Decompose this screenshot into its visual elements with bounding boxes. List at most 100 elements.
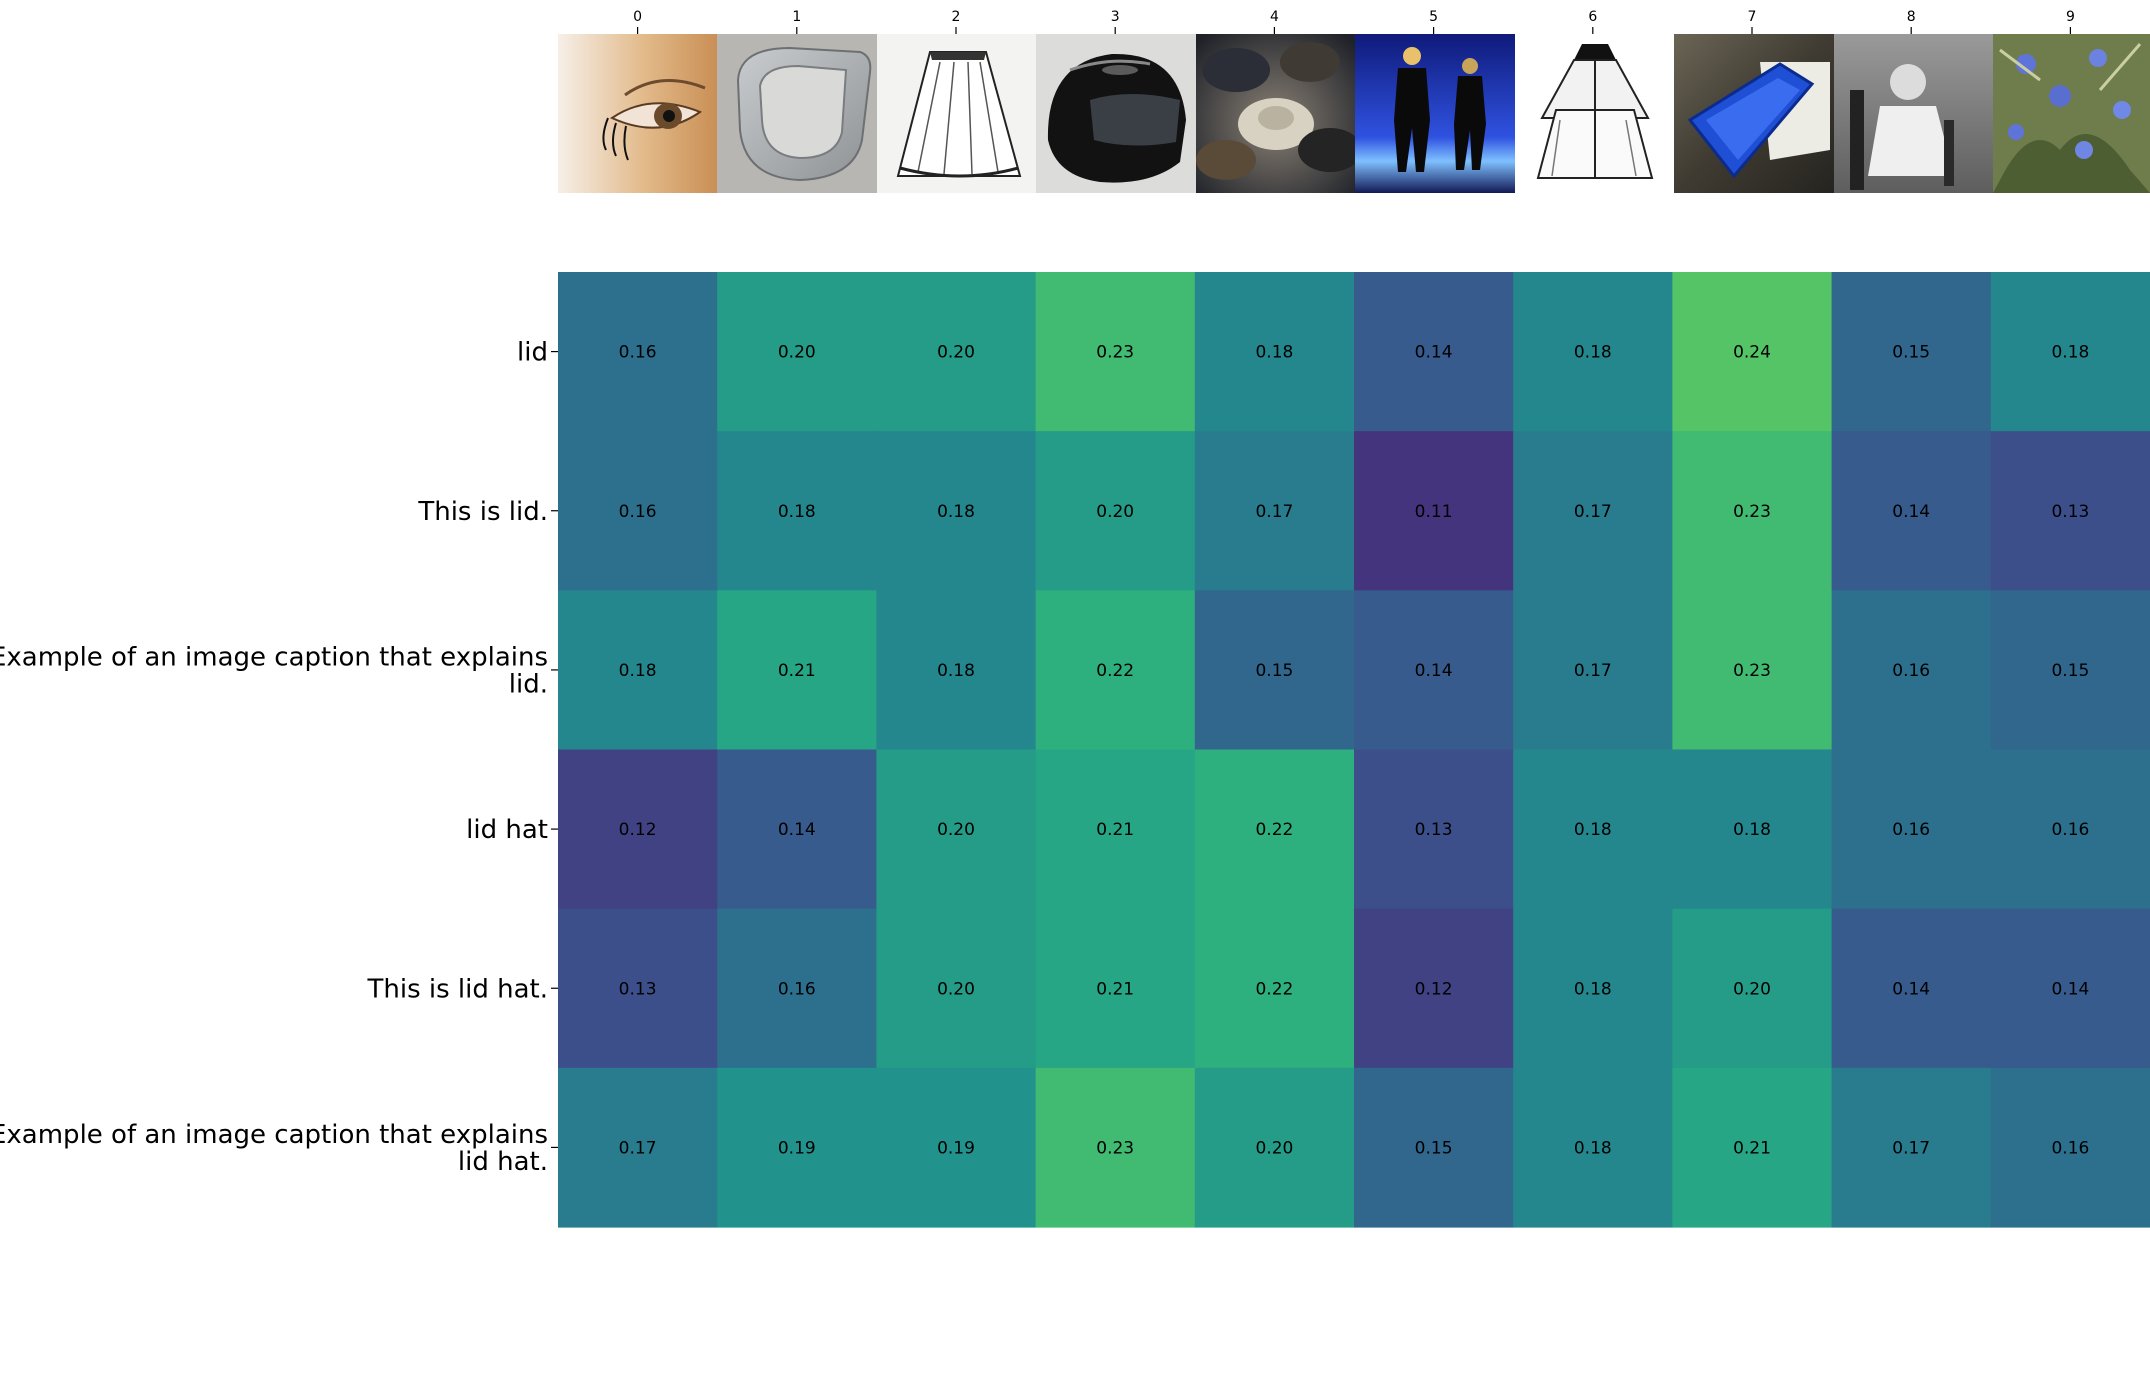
cell-value-label-r5-c3: 0.23 <box>1096 1138 1134 1158</box>
cell-value-label-r1-c8: 0.14 <box>1892 502 1930 522</box>
cell-value-label-r0-c6: 0.18 <box>1574 343 1612 363</box>
heatmap-cell-r5-c9 <box>1990 1067 2150 1228</box>
cell-value-label-r4-c8: 0.14 <box>1892 979 1930 999</box>
x-tick-label-5: 5 <box>1429 9 1438 25</box>
heatmap-cell-r4-c0 <box>558 908 718 1069</box>
column-image-4 <box>1196 34 1362 193</box>
heatmap-cell-r5-c8 <box>1831 1067 1992 1228</box>
heatmap-cell-r2-c6 <box>1513 590 1673 751</box>
cell-value-label-r3-c5: 0.13 <box>1415 820 1453 840</box>
heatmap-cell-r2-c5 <box>1354 590 1514 751</box>
cell-value-label-r0-c8: 0.15 <box>1892 343 1930 363</box>
heatmap-cell-r3-c4 <box>1194 749 1355 910</box>
cell-value-label-r0-c0: 0.16 <box>619 343 657 363</box>
cell-value-label-r1-c5: 0.11 <box>1415 502 1453 522</box>
cell-value-label-r3-c7: 0.18 <box>1733 820 1771 840</box>
heatmap-cell-r5-c3 <box>1035 1067 1196 1228</box>
cell-value-label-r2-c7: 0.23 <box>1733 661 1771 681</box>
heatmap-cell-r4-c4 <box>1194 908 1355 1069</box>
heatmap-cell-r2-c7 <box>1672 590 1833 751</box>
cell-value-label-r1-c6: 0.17 <box>1574 502 1612 522</box>
cell-value-label-r0-c2: 0.20 <box>937 343 975 363</box>
x-tick-label-0: 0 <box>633 9 642 25</box>
cell-value-label-r2-c6: 0.17 <box>1574 661 1612 681</box>
heatmap-cell-r1-c9 <box>1990 431 2150 591</box>
cell-value-label-r0-c7: 0.24 <box>1733 343 1771 363</box>
cell-value-label-r0-c3: 0.23 <box>1096 343 1134 363</box>
heatmap-cell-r0-c3 <box>1035 272 1196 432</box>
cell-value-label-r4-c0: 0.13 <box>619 979 657 999</box>
cell-value-label-r0-c4: 0.18 <box>1255 343 1293 363</box>
cell-value-label-r4-c1: 0.16 <box>778 979 816 999</box>
heatmap-cell-r1-c1 <box>717 431 877 591</box>
heatmap-cell-r3-c3 <box>1035 749 1196 910</box>
heatmap-cell-r1-c0 <box>558 431 718 591</box>
heatmap-cell-r0-c7 <box>1672 272 1833 432</box>
heatmap-cell-r4-c1 <box>717 908 877 1069</box>
cell-value-label-r4-c5: 0.12 <box>1415 979 1453 999</box>
heatmap-cell-r5-c2 <box>876 1067 1037 1228</box>
x-tick-label-8: 8 <box>1907 9 1916 25</box>
cell-value-label-r4-c9: 0.14 <box>2051 979 2089 999</box>
heatmap-cell-r4-c3 <box>1035 908 1196 1069</box>
heatmap-cell-r0-c5 <box>1354 272 1514 432</box>
heatmap-cell-r2-c3 <box>1035 590 1196 751</box>
cell-value-label-r5-c8: 0.17 <box>1892 1138 1930 1158</box>
cell-value-label-r2-c0: 0.18 <box>619 661 657 681</box>
heatmap-cell-r5-c7 <box>1672 1067 1833 1228</box>
column-image-1 <box>717 34 877 193</box>
heatmap-cell-r3-c9 <box>1990 749 2150 910</box>
column-image-6 <box>1515 34 1674 193</box>
x-tick-label-2: 2 <box>952 9 961 25</box>
column-image-strip <box>558 34 2150 193</box>
cell-value-label-r1-c4: 0.17 <box>1255 502 1293 522</box>
cell-value-label-r5-c9: 0.16 <box>2051 1138 2089 1158</box>
heatmap-cell-r3-c2 <box>876 749 1037 910</box>
cell-value-label-r5-c7: 0.21 <box>1733 1138 1771 1158</box>
heatmap-cell-r4-c6 <box>1513 908 1673 1069</box>
cell-value-label-r2-c9: 0.15 <box>2051 661 2089 681</box>
cell-value-label-r1-c1: 0.18 <box>778 502 816 522</box>
column-image-0 <box>558 34 717 193</box>
x-tick-label-7: 7 <box>1748 9 1757 25</box>
cell-value-label-r0-c9: 0.18 <box>2051 343 2089 363</box>
cell-value-label-r1-c7: 0.23 <box>1733 502 1771 522</box>
cell-value-label-r0-c1: 0.20 <box>778 343 816 363</box>
cell-value-label-r2-c5: 0.14 <box>1415 661 1453 681</box>
cell-value-label-r2-c2: 0.18 <box>937 661 975 681</box>
heatmap-cell-r1-c8 <box>1831 431 1992 591</box>
heatmap-cell-r0-c9 <box>1990 272 2150 432</box>
cell-value-label-r1-c3: 0.20 <box>1096 502 1134 522</box>
x-tick-label-4: 4 <box>1270 9 1279 25</box>
cell-value-label-r3-c3: 0.21 <box>1096 820 1134 840</box>
heatmap-cell-r0-c6 <box>1513 272 1673 432</box>
y-tick-label-4: This is lid hat. <box>366 974 548 1004</box>
cell-value-label-r4-c6: 0.18 <box>1574 979 1612 999</box>
cell-value-label-r3-c1: 0.14 <box>778 820 816 840</box>
heatmap-cell-r5-c5 <box>1354 1067 1514 1228</box>
column-image-2 <box>877 34 1036 193</box>
heatmap-cell-r2-c4 <box>1194 590 1355 751</box>
cell-value-label-r5-c5: 0.15 <box>1415 1138 1453 1158</box>
heatmap-cell-r0-c2 <box>876 272 1037 432</box>
cell-value-label-r0-c5: 0.14 <box>1415 343 1453 363</box>
cell-value-label-r3-c2: 0.20 <box>937 820 975 840</box>
cell-value-label-r4-c2: 0.20 <box>937 979 975 999</box>
cell-value-label-r3-c9: 0.16 <box>2051 820 2089 840</box>
heatmap-cell-r1-c4 <box>1194 431 1355 591</box>
x-tick-label-6: 6 <box>1588 9 1597 25</box>
heatmap-cell-r5-c6 <box>1513 1067 1673 1228</box>
cell-value-label-r5-c4: 0.20 <box>1255 1138 1293 1158</box>
heatmap-cell-r2-c0 <box>558 590 718 751</box>
column-image-3 <box>1036 34 1196 193</box>
heatmap-cell-r2-c1 <box>717 590 877 751</box>
y-tick-label-3: lid hat <box>466 815 548 845</box>
cell-value-label-r5-c2: 0.19 <box>937 1138 975 1158</box>
heatmap-cell-r2-c8 <box>1831 590 1992 751</box>
cell-value-label-r4-c4: 0.22 <box>1255 979 1293 999</box>
heatmap-cell-r1-c3 <box>1035 431 1196 591</box>
heatmap-cell-r1-c6 <box>1513 431 1673 591</box>
cell-value-label-r2-c4: 0.15 <box>1255 661 1293 681</box>
